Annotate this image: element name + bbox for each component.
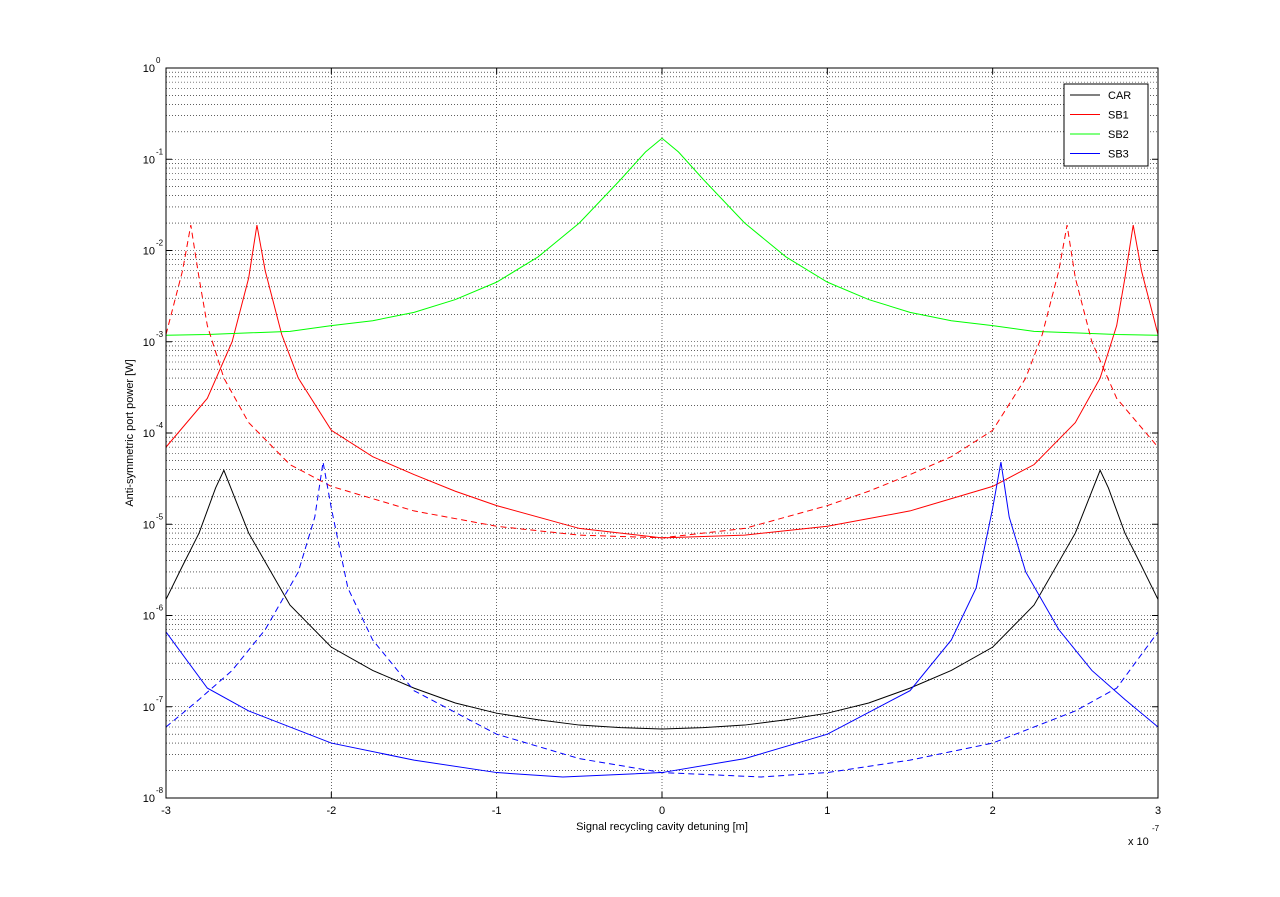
y-tick-exponent: 0 — [156, 56, 161, 65]
y-tick-exponent: -1 — [156, 147, 164, 156]
y-tick-label: 10 — [143, 519, 155, 531]
legend-label: SB1 — [1108, 110, 1129, 122]
legend-box — [1063, 83, 1149, 167]
legend-label: SB3 — [1108, 149, 1129, 161]
line — [165, 137, 1159, 336]
y-tick-exponent: -8 — [156, 786, 164, 795]
y-axis-label: Anti-symmetric port power [W] — [124, 359, 136, 506]
y-tick-label: 10 — [143, 611, 155, 623]
line — [165, 469, 1159, 730]
legend: CAR SB1 SB2 SB3 — [1063, 83, 1149, 167]
x-tick-label: 0 — [659, 805, 665, 817]
x-multiplier: x 10 — [1128, 836, 1149, 848]
y-tick-label: 10 — [143, 154, 155, 166]
y-tick-label: 10 — [143, 428, 155, 440]
dashed-line — [165, 224, 1159, 539]
lines — [165, 137, 1159, 778]
x-tick-label: -3 — [161, 805, 171, 817]
x-multiplier-exponent: -7 — [1152, 824, 1160, 833]
line — [165, 462, 1159, 778]
x-tick-label: 1 — [824, 805, 830, 817]
dashed-line — [165, 462, 1159, 778]
y-tick-exponent: -7 — [156, 695, 164, 704]
legend-label: SB2 — [1108, 129, 1129, 141]
y-tick-exponent: -6 — [156, 604, 164, 613]
y-tick-exponent: -3 — [156, 330, 164, 339]
y-tick-label: 10 — [143, 63, 155, 75]
x-tick-label: -1 — [492, 805, 502, 817]
grid — [165, 67, 1159, 799]
y-tick-exponent: -5 — [156, 512, 164, 521]
x-tick-label: -2 — [326, 805, 336, 817]
y-tick-label: 10 — [143, 793, 155, 805]
y-tick-exponent: -4 — [156, 421, 164, 430]
y-tick-exponent: -2 — [156, 239, 164, 248]
line — [165, 224, 1159, 539]
x-tick-label: 3 — [1155, 805, 1161, 817]
legend-label: CAR — [1108, 90, 1131, 102]
x-axis-label: Signal recycling cavity detuning [m] — [576, 821, 748, 833]
y-tick-label: 10 — [143, 337, 155, 349]
y-tick-label: 10 — [143, 702, 155, 714]
x-tick-label: 2 — [990, 805, 996, 817]
y-tick-label: 10 — [143, 246, 155, 258]
